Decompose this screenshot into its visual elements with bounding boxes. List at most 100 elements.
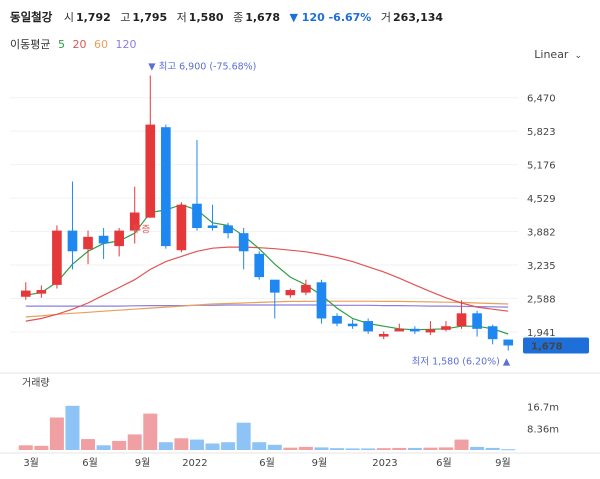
price-header: 동일철강 시 1,792 고 1,795 저 1,580 종 1,678 ▼ 120 -… bbox=[10, 9, 449, 25]
volume-bar[interactable] bbox=[221, 442, 236, 450]
volume-bar[interactable] bbox=[283, 447, 298, 450]
candle-body[interactable] bbox=[301, 284, 311, 293]
volume-bar[interactable] bbox=[485, 447, 500, 450]
volume-bar[interactable] bbox=[158, 442, 173, 450]
candle-body[interactable] bbox=[52, 230, 62, 285]
volume-tick-label: 8.36m bbox=[527, 424, 559, 435]
candle-body[interactable] bbox=[83, 236, 93, 250]
candle-body[interactable] bbox=[192, 203, 202, 229]
volume-bar[interactable] bbox=[174, 438, 189, 450]
moving-average-legend: 이동평균 5 20 60 120 bbox=[10, 36, 140, 52]
high-value: 1,795 bbox=[132, 11, 168, 24]
volume-bar[interactable] bbox=[49, 417, 64, 451]
x-tick-label: 9월 bbox=[135, 457, 151, 469]
volume-bar[interactable] bbox=[81, 439, 96, 450]
volume-bar[interactable] bbox=[501, 449, 516, 451]
volume-bar[interactable] bbox=[298, 446, 313, 450]
open-label: 시 bbox=[63, 11, 74, 24]
candle-body[interactable] bbox=[363, 321, 373, 332]
candle-body[interactable] bbox=[441, 326, 451, 330]
volume-bar[interactable] bbox=[345, 448, 360, 450]
candle-body[interactable] bbox=[238, 233, 249, 252]
high-label: 고 bbox=[120, 11, 131, 24]
min-price-annotation: 최저 1,580 (6.20%) ▲ bbox=[412, 357, 511, 368]
volume-bar[interactable] bbox=[112, 440, 127, 450]
volume-bar[interactable] bbox=[361, 448, 376, 450]
candle-body[interactable] bbox=[347, 323, 358, 327]
close-label: 종 bbox=[233, 11, 244, 24]
candle-body[interactable] bbox=[36, 290, 47, 294]
candle-body[interactable] bbox=[67, 230, 78, 252]
volume-bar[interactable] bbox=[143, 413, 158, 450]
volume-bar[interactable] bbox=[65, 405, 80, 450]
candle-body[interactable] bbox=[285, 290, 296, 296]
volume-bar[interactable] bbox=[438, 447, 453, 450]
ma20-line bbox=[25, 246, 509, 322]
volume-bar[interactable] bbox=[96, 445, 111, 450]
candle-body[interactable] bbox=[145, 124, 156, 218]
x-tick-label: 6월 bbox=[436, 457, 452, 469]
price-tick-label: 5,823 bbox=[527, 127, 556, 138]
stock-name: 동일철강 bbox=[10, 10, 53, 24]
price-tick-label: 4,529 bbox=[527, 194, 556, 205]
volume-bar[interactable] bbox=[392, 447, 407, 450]
close-value: 1,678 bbox=[245, 11, 281, 24]
candle-body[interactable] bbox=[176, 204, 187, 251]
price-tick-label: 3,235 bbox=[527, 261, 556, 272]
event-label: 무증 bbox=[133, 225, 151, 236]
x-tick-label: 9월 bbox=[312, 457, 328, 469]
change-value: ▼ 120 -6.67% bbox=[289, 11, 372, 24]
volume-bar[interactable] bbox=[423, 447, 438, 450]
candle-body[interactable] bbox=[394, 328, 405, 332]
candle-body[interactable] bbox=[114, 230, 124, 247]
volume-bar[interactable] bbox=[376, 448, 391, 450]
candle-body[interactable] bbox=[378, 333, 389, 337]
candle-body[interactable] bbox=[410, 328, 420, 332]
volume-bar[interactable] bbox=[314, 447, 329, 450]
ma-20-label[interactable]: 20 bbox=[72, 38, 87, 51]
ma-120-label[interactable]: 120 bbox=[115, 38, 137, 51]
candle-body[interactable] bbox=[487, 326, 498, 340]
scale-label: Linear bbox=[534, 48, 569, 61]
candle-body[interactable] bbox=[332, 315, 342, 324]
volume-bar[interactable] bbox=[127, 434, 142, 450]
volume-bar[interactable] bbox=[454, 439, 469, 450]
ma60-line bbox=[25, 300, 509, 318]
candle-body[interactable] bbox=[269, 279, 280, 293]
candle-body[interactable] bbox=[129, 212, 140, 231]
x-tick-label: 6월 bbox=[82, 457, 98, 469]
candle-body[interactable] bbox=[207, 225, 218, 229]
volume-bar[interactable] bbox=[470, 446, 485, 450]
volume-bar[interactable] bbox=[267, 444, 282, 450]
max-price-annotation: ▼ 최고 6,900 (-75.68%) bbox=[148, 62, 256, 73]
volume-bar[interactable] bbox=[34, 445, 49, 450]
scale-selector[interactable]: Linear ⌄ bbox=[534, 48, 582, 61]
candle-body[interactable] bbox=[472, 313, 482, 329]
candle-body[interactable] bbox=[223, 225, 233, 234]
low-value: 1,580 bbox=[188, 11, 224, 24]
candle-body[interactable] bbox=[425, 329, 436, 333]
ma-5-label[interactable]: 5 bbox=[57, 38, 65, 51]
candle-body[interactable] bbox=[20, 290, 31, 297]
volume-tick-label: 16.7m bbox=[527, 403, 559, 414]
volume-bar[interactable] bbox=[236, 422, 251, 450]
candle-body[interactable] bbox=[254, 253, 265, 278]
volume-bar[interactable] bbox=[252, 442, 267, 450]
volume-bar[interactable] bbox=[18, 445, 33, 450]
candle-body[interactable] bbox=[456, 313, 467, 327]
volume-bar[interactable] bbox=[330, 448, 345, 450]
price-tick-label: 2,588 bbox=[527, 294, 556, 305]
candle-body[interactable] bbox=[316, 282, 327, 319]
volume-bar[interactable] bbox=[407, 447, 422, 450]
candle-body[interactable] bbox=[98, 235, 109, 244]
candle-body[interactable] bbox=[503, 339, 514, 346]
price-tick-label: 6,470 bbox=[527, 94, 556, 105]
volume-bar[interactable] bbox=[205, 443, 220, 451]
volume-label: 거 bbox=[380, 11, 391, 24]
ma-legend-title: 이동평균 bbox=[10, 38, 51, 51]
x-tick-label: 2022 bbox=[182, 458, 207, 469]
ma-60-label[interactable]: 60 bbox=[93, 38, 108, 51]
volume-bar[interactable] bbox=[189, 439, 204, 450]
candle-body[interactable] bbox=[161, 127, 171, 247]
